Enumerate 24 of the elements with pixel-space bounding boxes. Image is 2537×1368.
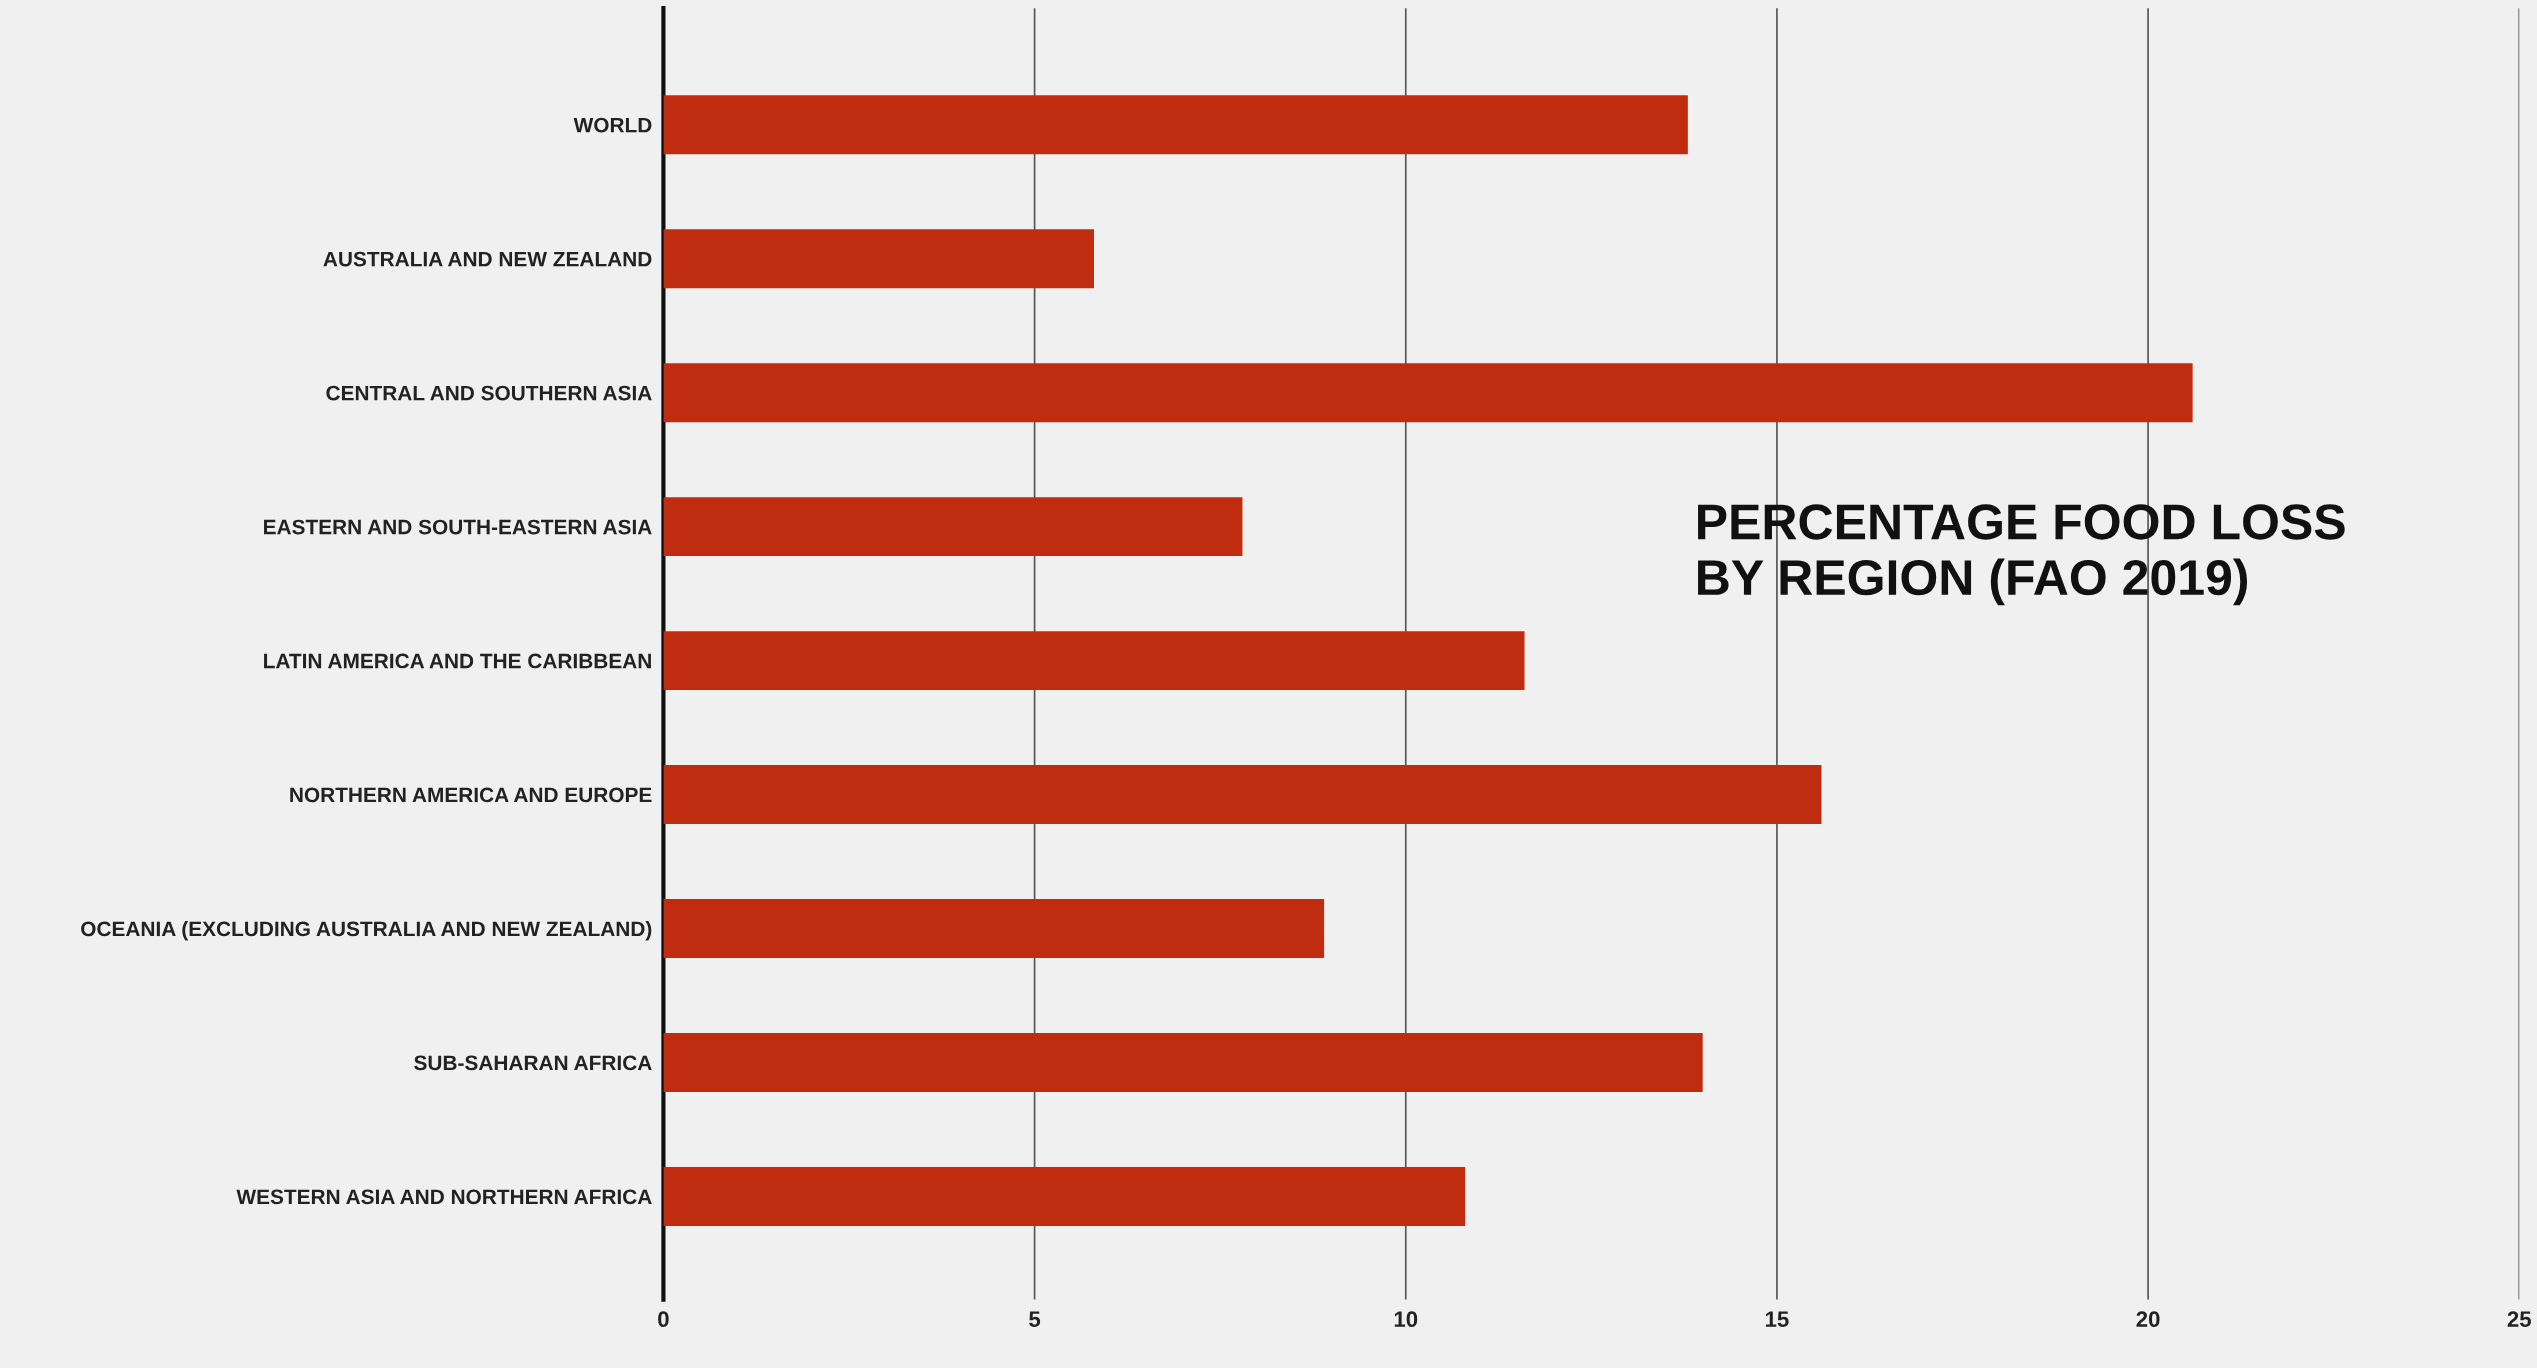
bar <box>663 899 1325 958</box>
bar <box>663 631 1525 691</box>
x-tick-label: 20 <box>2136 1311 2160 1328</box>
y-tick-label: WORLD <box>573 117 652 133</box>
x-tick-label: 25 <box>2507 1311 2531 1328</box>
y-tick-label: LATIN AMERICA AND THE CARIBBEAN <box>264 653 651 669</box>
y-tick-label: NORTHERN AMERICA AND EUROPE <box>290 787 652 803</box>
x-tick-label: 0 <box>658 1311 669 1328</box>
x-tick-label: 10 <box>1394 1311 1418 1328</box>
bar <box>663 363 2193 423</box>
y-tick-label: WESTERN ASIA AND NORTHERN AFRICA <box>236 1189 652 1205</box>
bar <box>663 1033 1703 1092</box>
bar <box>663 1166 1466 1226</box>
x-tick-label: 15 <box>1765 1311 1789 1328</box>
bar <box>663 497 1243 557</box>
y-tick-label: AUSTRALIA AND NEW ZEALAND <box>323 251 652 267</box>
y-tick-label: EASTERN AND SOUTH-EASTERN ASIA <box>264 519 652 535</box>
y-tick-label: SUB-SAHARAN AFRICA <box>414 1055 652 1071</box>
y-tick-label: OCEANIA (EXCLUDING AUSTRALIA AND NEW ZEALAND) <box>81 920 652 941</box>
y-tick-label: CENTRAL AND SOUTHERN ASIA <box>326 385 652 401</box>
bar <box>663 95 1688 155</box>
bar <box>663 229 1094 289</box>
x-tick-label: 5 <box>1029 1311 1041 1328</box>
bar <box>663 765 1822 825</box>
